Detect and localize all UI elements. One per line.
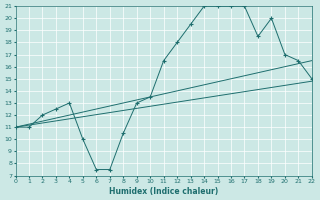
X-axis label: Humidex (Indice chaleur): Humidex (Indice chaleur) bbox=[109, 187, 218, 196]
